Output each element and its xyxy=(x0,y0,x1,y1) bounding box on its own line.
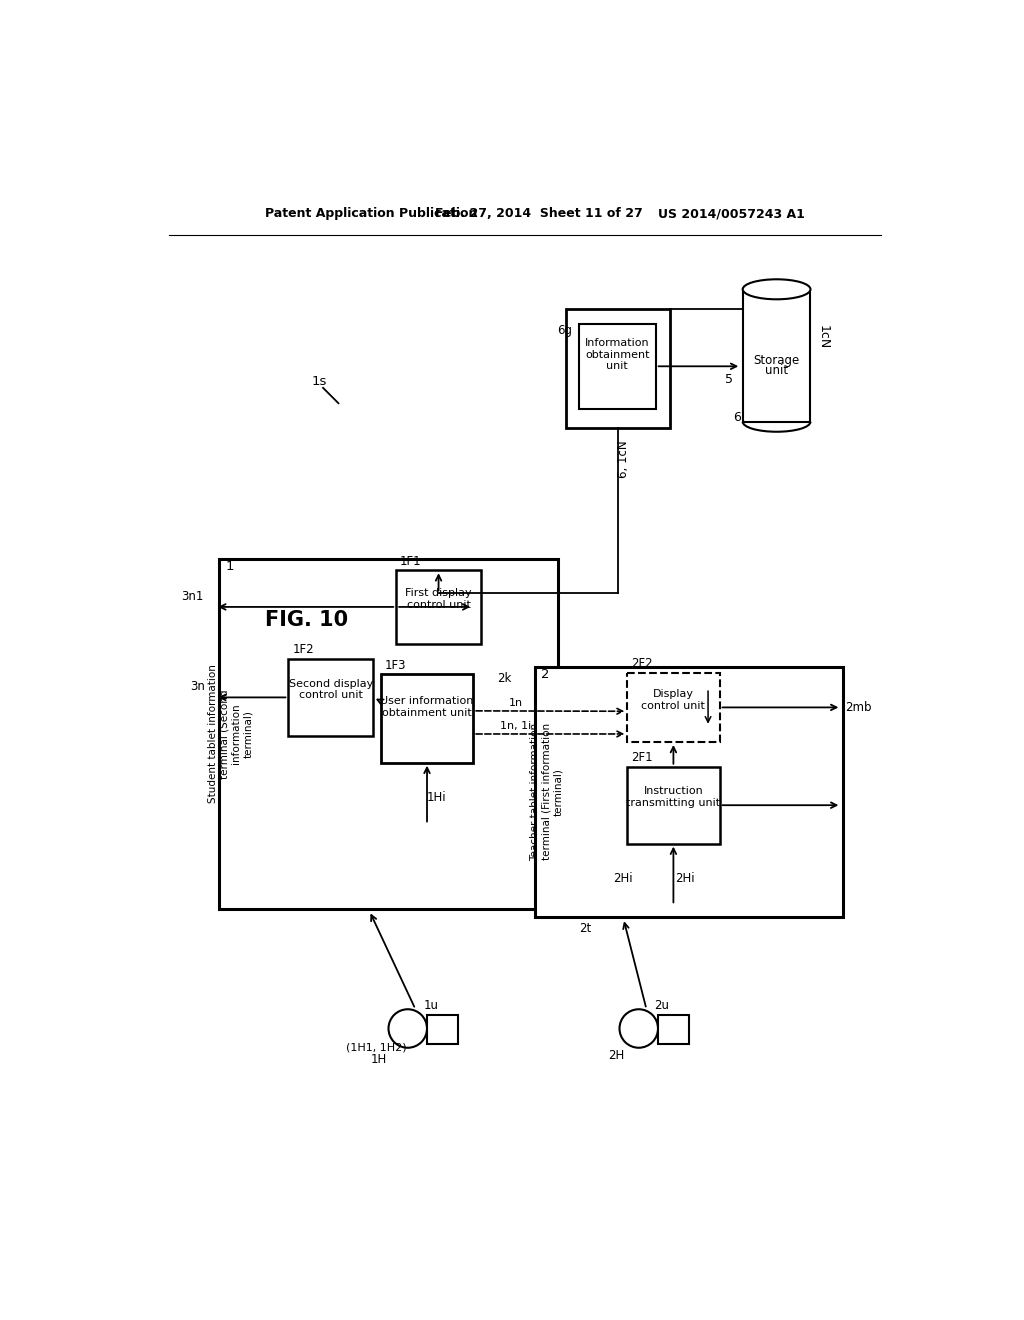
Text: unit: unit xyxy=(606,362,628,371)
Text: Teacher tablet information
terminal (First information
terminal): Teacher tablet information terminal (Fir… xyxy=(529,722,563,861)
Text: 2t: 2t xyxy=(579,921,591,935)
Text: 1F1: 1F1 xyxy=(400,554,422,568)
Bar xyxy=(628,767,720,843)
Text: 2F2: 2F2 xyxy=(631,657,652,671)
Text: 2: 2 xyxy=(541,668,550,681)
Bar xyxy=(219,558,558,909)
Text: 3n: 3n xyxy=(190,680,205,693)
Text: First display: First display xyxy=(406,589,472,598)
Text: Feb. 27, 2014  Sheet 11 of 27: Feb. 27, 2014 Sheet 11 of 27 xyxy=(435,207,642,220)
Text: Second display: Second display xyxy=(289,678,373,689)
Text: 1cN: 1cN xyxy=(816,325,829,350)
Text: 2u: 2u xyxy=(654,999,670,1012)
Text: 6g: 6g xyxy=(557,323,572,337)
Text: 6: 6 xyxy=(733,412,741,425)
Text: Storage: Storage xyxy=(754,354,800,367)
Text: 1s: 1s xyxy=(311,375,327,388)
Text: User information: User information xyxy=(380,696,474,706)
Text: Instruction: Instruction xyxy=(643,787,703,796)
Bar xyxy=(381,675,473,763)
Text: 2F1: 2F1 xyxy=(631,751,652,764)
Circle shape xyxy=(388,1010,427,1048)
Text: 1Hi: 1Hi xyxy=(426,791,446,804)
Text: Information: Information xyxy=(585,338,649,348)
Text: 1F2: 1F2 xyxy=(292,643,314,656)
Text: 2Hi: 2Hi xyxy=(613,871,633,884)
Text: 1H: 1H xyxy=(371,1053,387,1065)
Text: 1n, 1i: 1n, 1i xyxy=(500,721,531,731)
Text: transmitting unit: transmitting unit xyxy=(627,797,721,808)
Bar xyxy=(742,289,810,422)
Bar xyxy=(565,309,670,428)
Text: 1u: 1u xyxy=(423,999,438,1012)
Text: obtainment unit: obtainment unit xyxy=(382,708,472,718)
Text: Student tablet information
terminal (Second
information
terminal): Student tablet information terminal (Sec… xyxy=(208,664,253,804)
Text: 1n: 1n xyxy=(509,698,522,708)
Bar xyxy=(535,667,843,917)
Bar xyxy=(289,659,373,737)
Bar xyxy=(427,1015,458,1044)
Text: Patent Application Publication: Patent Application Publication xyxy=(265,207,477,220)
Bar xyxy=(396,570,481,644)
Text: (1H1, 1H2): (1H1, 1H2) xyxy=(346,1043,407,1053)
Bar xyxy=(628,673,720,742)
Circle shape xyxy=(620,1010,658,1048)
Text: 2mb: 2mb xyxy=(845,701,871,714)
Ellipse shape xyxy=(742,280,810,300)
Bar xyxy=(579,323,655,409)
Text: Display: Display xyxy=(653,689,694,700)
Text: unit: unit xyxy=(765,363,788,376)
Text: control unit: control unit xyxy=(299,690,362,700)
Text: 5: 5 xyxy=(725,372,733,385)
Text: control unit: control unit xyxy=(407,601,470,610)
Text: 2H: 2H xyxy=(608,1049,625,1063)
Text: 2Hi: 2Hi xyxy=(675,871,694,884)
Bar xyxy=(658,1015,689,1044)
Text: 3n1: 3n1 xyxy=(181,590,204,603)
Text: FIG. 10: FIG. 10 xyxy=(265,610,348,631)
Text: 1F3: 1F3 xyxy=(385,659,407,672)
Text: 1: 1 xyxy=(225,560,233,573)
Text: US 2014/0057243 A1: US 2014/0057243 A1 xyxy=(658,207,805,220)
Text: 6, 1cN: 6, 1cN xyxy=(617,440,630,478)
Text: obtainment: obtainment xyxy=(585,350,649,360)
Text: 2k: 2k xyxy=(497,672,511,685)
Text: control unit: control unit xyxy=(641,701,706,711)
